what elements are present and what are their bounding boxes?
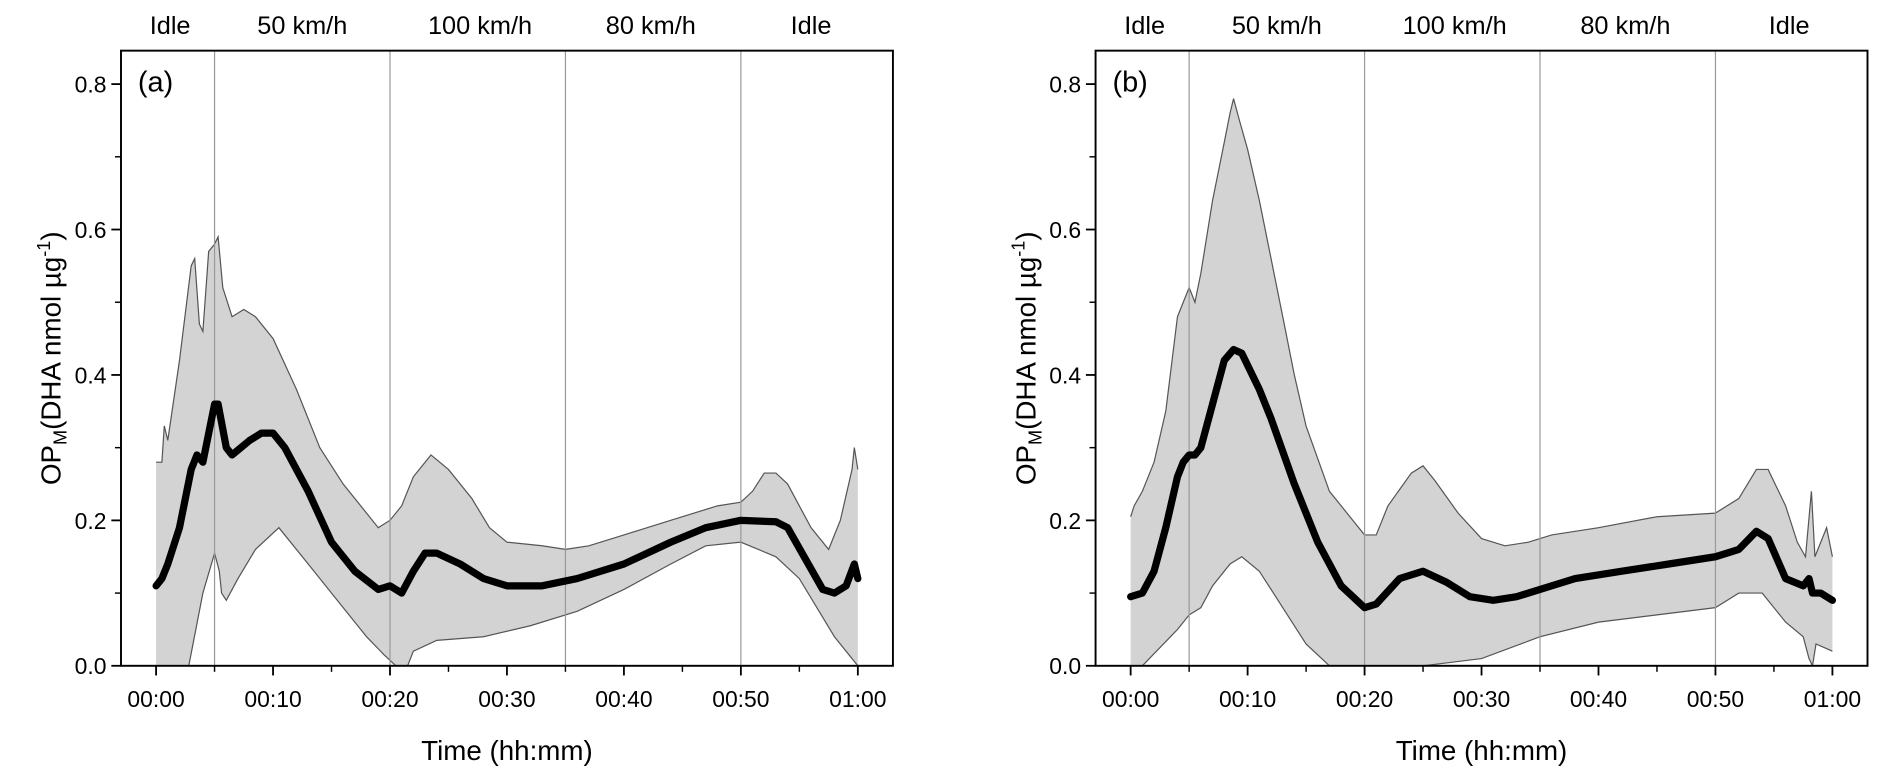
- x-axis-title: Time (hh:mm): [1396, 735, 1568, 766]
- x-tick-label: 00:30: [478, 686, 535, 712]
- y-tick-label: 0.8: [75, 72, 107, 98]
- phase-label: Idle: [150, 12, 191, 40]
- y-tick-label: 0.4: [75, 362, 107, 388]
- mean-line: [1127, 345, 1837, 612]
- x-tick-label: 00:40: [595, 686, 652, 712]
- x-tick-label: 01:00: [829, 686, 886, 712]
- y-title-subscript: M: [51, 430, 71, 445]
- y-axis-title: OPM(DHA nmol µg-1): [34, 231, 71, 485]
- x-tick-label: 00:00: [127, 686, 184, 712]
- lower-bound-line: [156, 526, 859, 666]
- x-tick-label: 00:40: [1570, 686, 1627, 712]
- x-tick-label: 00:10: [1219, 686, 1276, 712]
- chart-panel-b: 0.0 0.2 0.4 0.6 0.8 00:00 00:10 00:20 00:30 00:40…: [1008, 12, 1869, 766]
- y-title-subscript: M: [1025, 430, 1045, 445]
- y-tick-label: 0.2: [75, 508, 107, 534]
- confidence-band: [156, 236, 858, 666]
- x-tick-label: 00:20: [361, 686, 418, 712]
- y-title-superscript: -1: [34, 241, 54, 257]
- y-tick-label: 0.0: [1049, 653, 1081, 679]
- y-tick-label: 0.2: [1049, 508, 1081, 534]
- y-title-superscript: -1: [1008, 241, 1028, 257]
- chart-panel-a: 0.0 0.2 0.4 0.6 0.8 00:00 00:10 00:20 00:30 00:40…: [34, 12, 894, 766]
- x-tick-label: 00:10: [244, 686, 301, 712]
- phase-label: 50 km/h: [257, 12, 347, 40]
- y-tick-label: 0.6: [1049, 217, 1081, 243]
- y-title-main: OP: [1010, 445, 1041, 485]
- y-tick-label: 0.0: [75, 653, 107, 679]
- phase-label: 50 km/h: [1232, 12, 1322, 40]
- lower-bound-line: [1130, 556, 1833, 666]
- y-title-main: OP: [36, 445, 67, 485]
- confidence-band: [1130, 98, 1833, 666]
- mean-line: [152, 400, 862, 597]
- y-title-close: ): [1010, 231, 1041, 240]
- x-tick-label: 00:30: [1453, 686, 1510, 712]
- y-tick-label: 0.6: [75, 217, 107, 243]
- y-title-rest: (DHA nmol µg: [1010, 257, 1041, 430]
- panel-label: (b): [1112, 67, 1147, 99]
- phase-label: Idle: [791, 12, 832, 40]
- x-tick-label: 01:00: [1804, 686, 1861, 712]
- y-tick-label: 0.8: [1049, 72, 1081, 98]
- phase-label: 80 km/h: [1580, 12, 1670, 40]
- x-tick-label: 00:50: [712, 686, 769, 712]
- y-title-rest: (DHA nmol µg: [36, 257, 67, 430]
- phase-label: 100 km/h: [1403, 12, 1507, 40]
- panel-label: (a): [138, 67, 173, 99]
- x-tick-label: 00:00: [1102, 686, 1159, 712]
- x-tick-label: 00:20: [1336, 686, 1393, 712]
- phase-label: 80 km/h: [606, 12, 696, 40]
- x-axis-title: Time (hh:mm): [421, 735, 593, 766]
- y-tick-label: 0.4: [1049, 362, 1081, 388]
- phase-label: Idle: [1769, 12, 1810, 40]
- upper-bound-line: [156, 234, 859, 551]
- y-title-close: ): [36, 231, 67, 240]
- phase-label: Idle: [1124, 12, 1165, 40]
- x-tick-label: 00:50: [1687, 686, 1744, 712]
- y-axis-title: OPM(DHA nmol µg-1): [1008, 231, 1045, 485]
- phase-label: 100 km/h: [428, 12, 532, 40]
